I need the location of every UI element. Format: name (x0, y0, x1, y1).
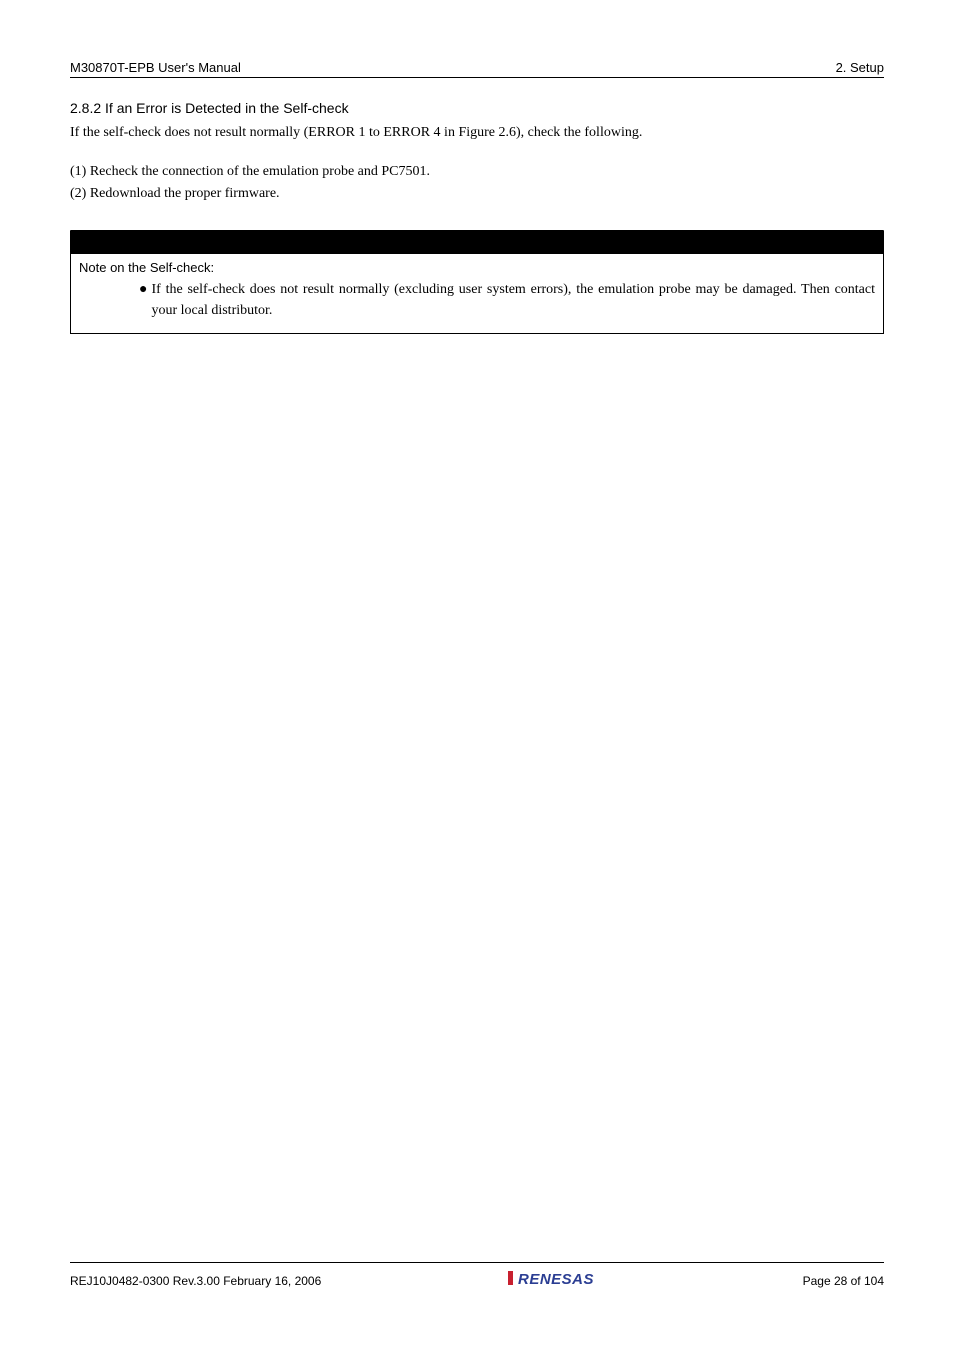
note-title: Note on the Self-check: (79, 260, 875, 275)
footer-left-text: REJ10J0482-0300 Rev.3.00 February 16, 20… (70, 1274, 321, 1288)
bullet-icon: ● (139, 279, 151, 321)
page-footer: REJ10J0482-0300 Rev.3.00 February 16, 20… (70, 1262, 884, 1292)
footer-rule (70, 1262, 884, 1263)
section-title: 2.8.2 If an Error is Detected in the Sel… (70, 100, 884, 116)
numbered-list: (1) Recheck the connection of the emulat… (70, 161, 884, 206)
svg-text:RENESAS: RENESAS (518, 1271, 594, 1287)
header-right-text: 2. Setup (836, 60, 884, 75)
page-header: M30870T-EPB User's Manual 2. Setup (70, 60, 884, 78)
renesas-logo-icon: RENESAS (508, 1269, 616, 1292)
note-bullet-row: ● If the self-check does not result norm… (79, 279, 875, 321)
section-intro: If the self-check does not result normal… (70, 122, 884, 143)
header-left-text: M30870T-EPB User's Manual (70, 60, 241, 75)
note-bullet-text: If the self-check does not result normal… (151, 279, 875, 321)
note-box: Note on the Self-check: ● If the self-ch… (70, 254, 884, 334)
important-bar (70, 230, 884, 254)
footer-right-text: Page 28 of 104 (803, 1274, 884, 1288)
list-item: (1) Recheck the connection of the emulat… (70, 161, 884, 183)
list-item: (2) Redownload the proper firmware. (70, 183, 884, 205)
